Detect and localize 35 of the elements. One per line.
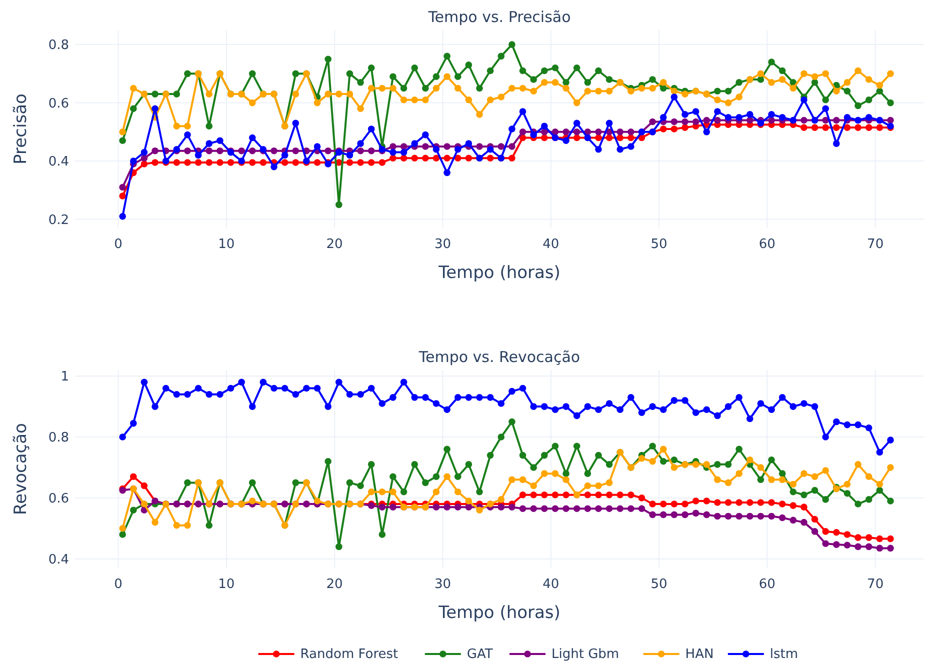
x-tick-label: 30 [434, 577, 451, 592]
y-axis-title: Revocação [11, 423, 31, 515]
x-tick-label: 20 [326, 237, 343, 252]
chart-title: Tempo vs. Revocação [418, 348, 580, 366]
x-tick-label: 60 [758, 237, 776, 252]
y-tick-label: 0.8 [48, 38, 69, 54]
legend-label: HAN [685, 647, 714, 662]
x-tick-label: 70 [867, 577, 884, 592]
x-tick-label: 50 [650, 237, 668, 252]
y-axis-title: Precisão [11, 94, 31, 164]
y-tick-label: 0.2 [48, 212, 69, 228]
x-tick-label: 10 [218, 237, 235, 252]
y-tick-label: 0.6 [48, 96, 69, 112]
legend-label: lstm [770, 647, 798, 662]
chart-title: Tempo vs. Precisão [427, 8, 571, 26]
y-tick-label: 0.4 [48, 154, 69, 170]
legend-label: Light Gbm [552, 647, 620, 662]
x-tick-label: 0 [114, 577, 122, 592]
x-tick-label: 20 [326, 577, 343, 592]
x-tick-label: 60 [758, 577, 776, 592]
y-tick-label: 0.4 [48, 552, 69, 568]
y-tick-label: 0.6 [48, 491, 69, 506]
x-tick-label: 10 [218, 577, 235, 592]
x-tick-label: 50 [650, 577, 668, 592]
x-tick-label: 0 [114, 237, 122, 252]
x-tick-label: 30 [434, 237, 451, 252]
legend-label: Random Forest [300, 647, 398, 662]
x-axis-title: Tempo (horas) [438, 263, 560, 283]
y-tick-label: 0.8 [48, 430, 69, 446]
x-tick-label: 70 [867, 237, 884, 252]
y-tick-label: 1 [60, 370, 69, 385]
x-tick-label: 40 [542, 237, 560, 252]
x-tick-label: 40 [542, 577, 560, 592]
legend-label: GAT [466, 647, 493, 662]
x-axis-title: Tempo (horas) [438, 603, 560, 623]
